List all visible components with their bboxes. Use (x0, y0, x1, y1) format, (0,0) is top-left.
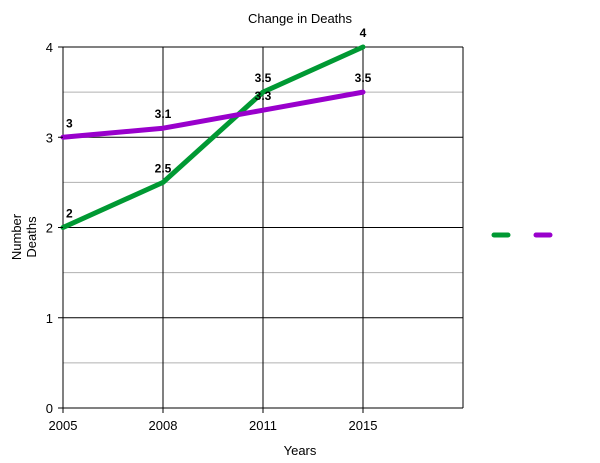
y-axis-title: Number Deaths (9, 213, 39, 260)
x-axis-title: Years (284, 443, 317, 458)
x-tick-label: 2015 (349, 418, 378, 433)
data-label: 3.3 (255, 89, 272, 103)
y-tick-label: 2 (46, 221, 53, 236)
x-tick-label: 2011 (249, 418, 277, 433)
data-label: 2.5 (155, 161, 172, 175)
data-label: 3.1 (155, 107, 172, 121)
series-line-1 (60, 44, 366, 230)
series-group (60, 44, 366, 230)
data-label: 3 (66, 116, 73, 130)
data-labels: 2 2.5 3.5 4 3 3.1 3.3 3.5 (66, 26, 372, 221)
axes: 0 1 2 3 4 2005 2008 2011 2015 (46, 40, 378, 433)
x-tick-label: 2005 (49, 418, 78, 433)
y-axis-title-line-1: Number (9, 213, 24, 260)
y-tick-label: 3 (46, 130, 53, 145)
y-axis-title-line-2: Deaths (24, 216, 39, 258)
x-tick-label: 2008 (149, 418, 178, 433)
y-tick-label: 0 (46, 401, 53, 416)
data-label: 4 (360, 26, 367, 40)
data-label: 2 (66, 207, 73, 221)
data-label: 3.5 (255, 71, 272, 85)
y-tick-label: 4 (46, 40, 53, 55)
y-tick-label: 1 (46, 311, 53, 326)
chart-title: Change in Deaths (248, 11, 353, 26)
series-line-2 (60, 89, 366, 140)
data-label: 3.5 (355, 71, 372, 85)
